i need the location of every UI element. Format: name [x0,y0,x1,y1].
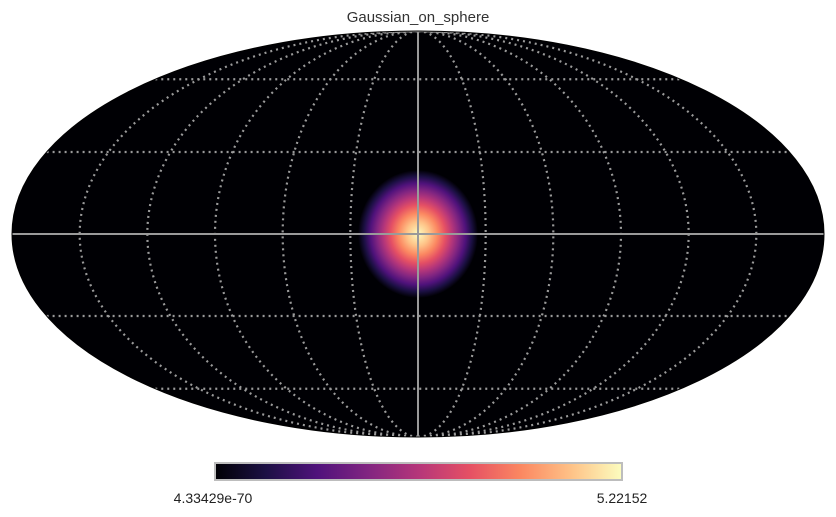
colorbar [214,462,623,481]
map-outline [11,30,825,438]
graticule [12,31,824,437]
meridian-line [417,31,555,437]
map-area [12,31,824,437]
colorbar-min-label: 4.33429e-70 [174,490,253,506]
chart-title: Gaussian_on_sphere [347,9,490,26]
colorbar-max-label: 5.22152 [597,490,648,506]
